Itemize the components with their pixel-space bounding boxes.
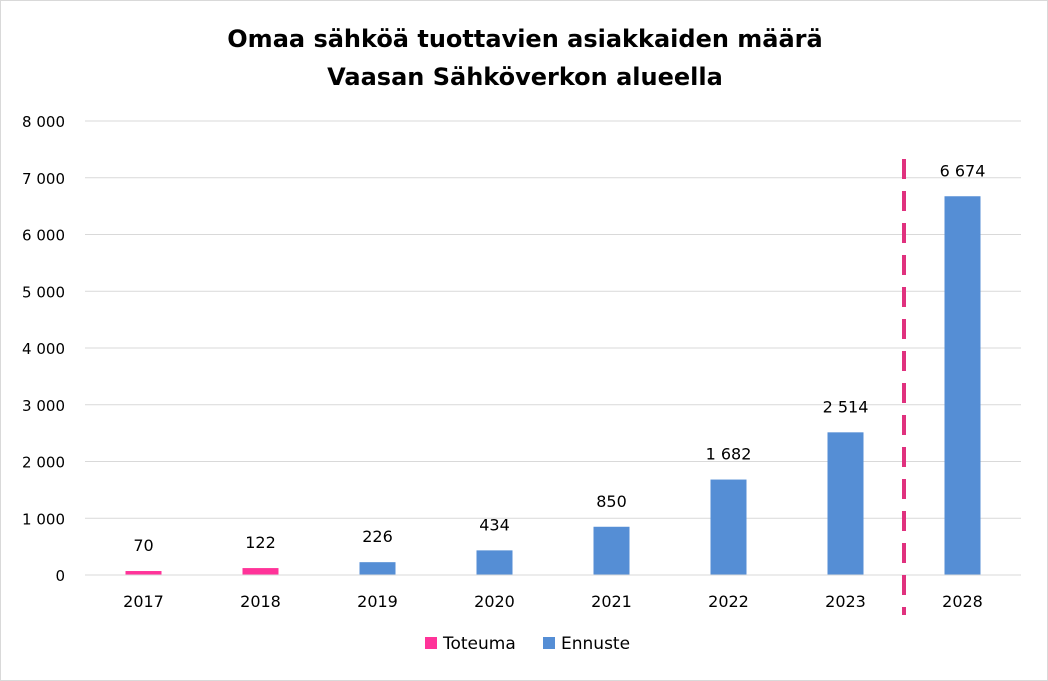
data-label: 70 [133,536,153,555]
bar [944,196,981,576]
y-tick-label: 8 000 [22,113,65,131]
y-tick-label: 5 000 [22,283,65,301]
data-label: 850 [596,492,627,511]
y-tick-label: 7 000 [22,170,65,188]
bar [827,432,864,575]
data-label: 226 [362,527,393,546]
y-tick-label: 4 000 [22,340,65,358]
data-label: 1 682 [706,445,752,464]
bar [359,562,396,575]
bar [125,571,162,575]
y-tick-label: 1 000 [22,510,65,528]
y-tick-label: 2 000 [22,454,65,472]
x-tick-label: 2023 [825,592,866,611]
legend-label: Toteuma [442,634,516,654]
x-tick-label: 2021 [591,592,632,611]
bar [710,479,747,575]
legend-swatch [543,637,555,649]
data-label: 2 514 [823,397,869,416]
data-label: 122 [245,533,276,552]
bar [242,568,279,575]
x-tick-label: 2022 [708,592,749,611]
y-tick-label: 6 000 [22,227,65,245]
x-tick-label: 2019 [357,592,398,611]
chart-title-line-2: Vaasan Sähköverkon alueella [327,63,723,91]
y-tick-label: 3 000 [22,397,65,415]
x-tick-label: 2028 [942,592,983,611]
chart-title-line-1: Omaa sähköä tuottavien asiakkaiden määrä [227,25,823,53]
bar [476,550,513,575]
data-label: 434 [479,515,510,534]
legend-swatch [425,637,437,649]
x-tick-label: 2020 [474,592,515,611]
x-tick-label: 2018 [240,592,281,611]
x-tick-label: 2017 [123,592,164,611]
data-label: 6 674 [940,161,986,180]
y-tick-label: 0 [55,567,65,585]
bar [593,526,630,575]
legend-label: Ennuste [561,634,630,654]
